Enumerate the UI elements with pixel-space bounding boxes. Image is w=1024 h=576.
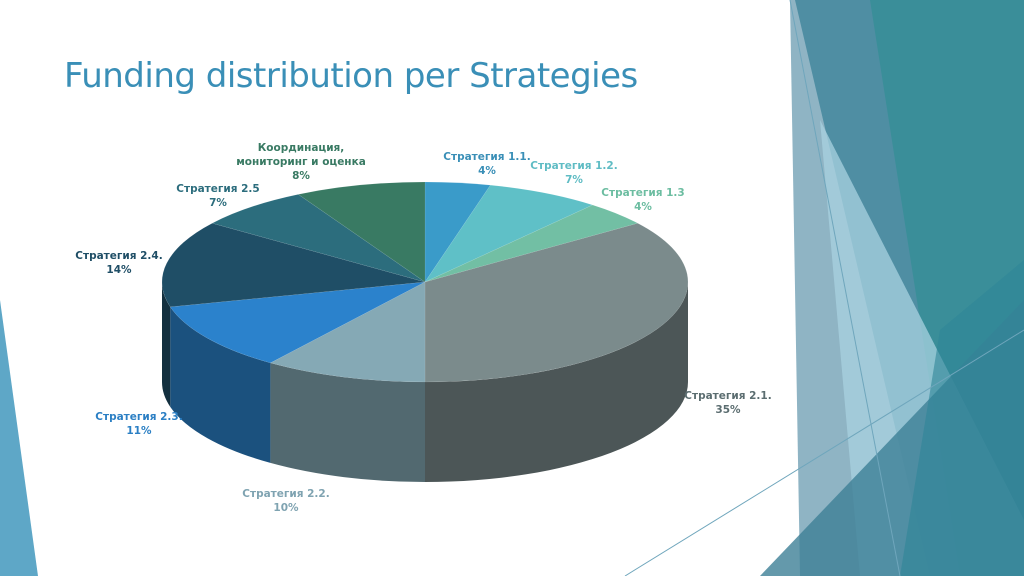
deco-shape-right-6 (900, 260, 1024, 576)
label-strategy-2-4-name: Стратегия 2.4. (75, 250, 163, 262)
label-strategy-2-5-value: 7% (209, 197, 227, 209)
label-strategy-2-1-name: Стратегия 2.1. (684, 390, 772, 402)
label-strategy-2-3-value: 11% (126, 425, 152, 437)
pie-slice-стратегия-2-3 (169, 281, 426, 364)
label-coordination-value: 8% (292, 170, 310, 182)
label-coordination-name: Координация, мониторинг и оценка (236, 142, 366, 168)
pie-side-стратегия-2-4 (162, 282, 171, 407)
pie-slice-стратегия-2-1 (424, 222, 689, 383)
label-strategy-2-4-value: 14% (106, 264, 132, 276)
label-strategy-1-1-value: 4% (478, 165, 496, 177)
pie-slice-стратегия-2-2 (269, 281, 426, 383)
label-strategy-1-2: Стратегия 1.2. 7% (530, 159, 617, 187)
label-strategy-2-2: Стратегия 2.2. 10% (242, 487, 329, 515)
label-strategy-2-5: Стратегия 2.5 7% (176, 182, 259, 210)
label-strategy-2-3: Стратегия 2.3. 11% (95, 410, 182, 438)
label-strategy-2-2-name: Стратегия 2.2. (242, 488, 330, 500)
label-strategy-1-3-name: Стратегия 1.3 (601, 187, 685, 199)
label-strategy-1-2-name: Стратегия 1.2. (530, 160, 618, 172)
pie-slices (161, 181, 689, 383)
pie-side-стратегия-2-1 (425, 282, 688, 482)
label-strategy-2-3-name: Стратегия 2.3. (95, 411, 183, 423)
label-strategy-1-3: Стратегия 1.3 4% (601, 186, 684, 214)
label-strategy-2-5-name: Стратегия 2.5 (176, 183, 260, 195)
deco-line-2 (624, 329, 1024, 576)
pie-slice-стратегия-2-4 (161, 222, 426, 308)
pie-side-стратегия-2-3 (170, 306, 271, 463)
pie-side-walls (162, 282, 688, 482)
pie-slice-стратегия-1-3 (424, 204, 639, 283)
label-strategy-2-1-value: 35% (715, 404, 741, 416)
slide-title: Funding distribution per Strategies (64, 56, 638, 96)
pie-slice-стратегия-1-2 (424, 184, 594, 283)
pie-slice-координация-мониторинг-и-оценка (297, 181, 426, 283)
label-strategy-1-2-value: 7% (565, 174, 583, 186)
pie-side-стратегия-2-2 (270, 362, 425, 482)
pie-slice-стратегия-2-5 (211, 194, 426, 283)
pie-slice-стратегия-1-1 (424, 181, 491, 283)
deco-line-1 (789, 0, 901, 576)
label-strategy-2-4: Стратегия 2.4. 14% (75, 249, 162, 277)
label-strategy-1-1-name: Стратегия 1.1. (443, 151, 531, 163)
label-strategy-1-3-value: 4% (634, 201, 652, 213)
label-strategy-2-1: Стратегия 2.1. 35% (684, 389, 771, 417)
deco-shape-left (0, 300, 38, 576)
label-coordination: Координация, мониторинг и оценка 8% (231, 141, 371, 183)
label-strategy-1-1: Стратегия 1.1. 4% (443, 150, 530, 178)
label-strategy-2-2-value: 10% (273, 502, 299, 514)
